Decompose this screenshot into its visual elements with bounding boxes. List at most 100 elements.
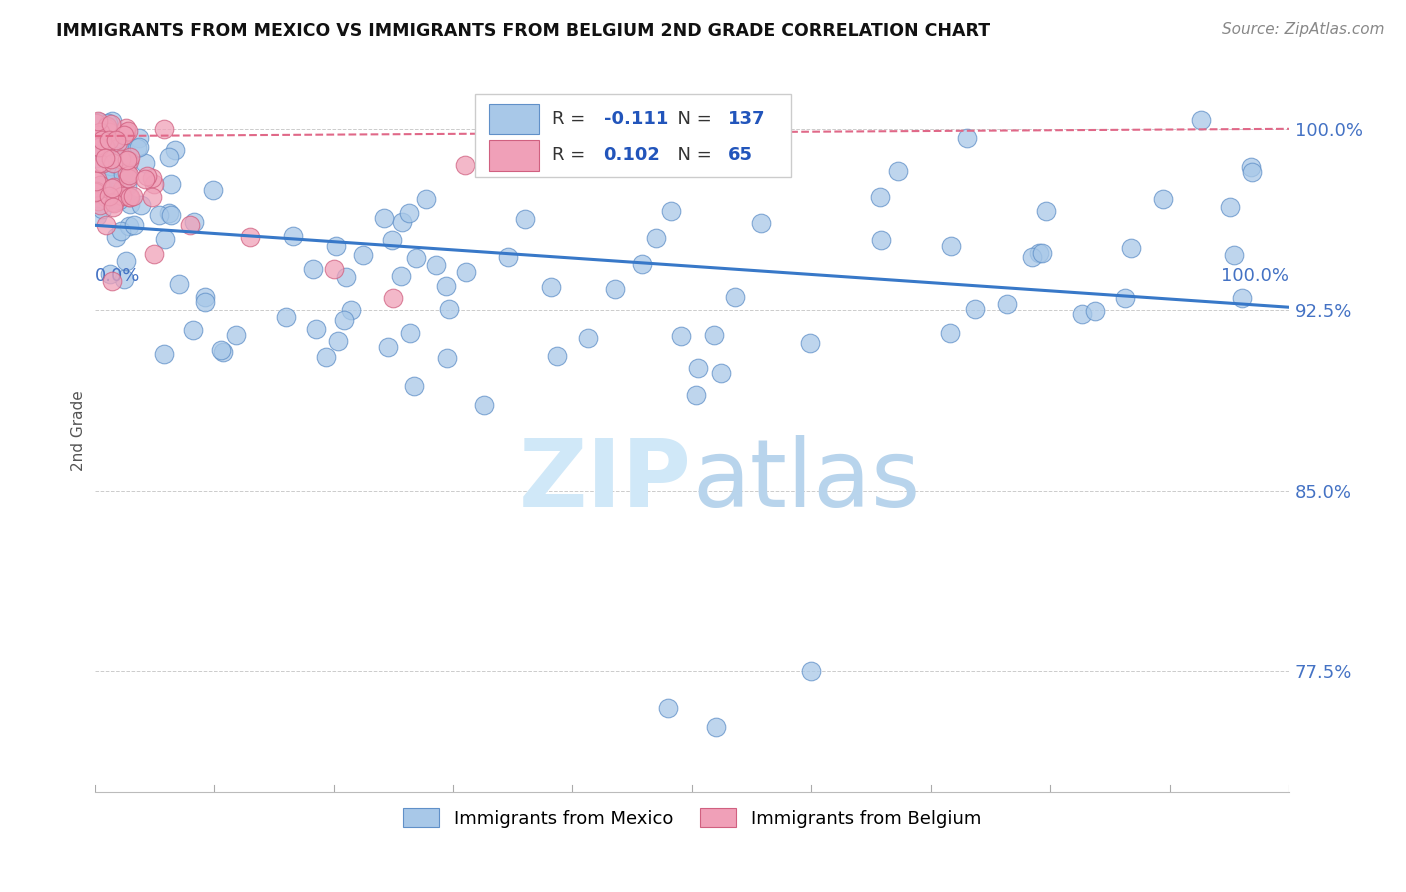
Point <box>107 135 129 149</box>
Point <box>100 267 122 281</box>
Point <box>93 186 115 200</box>
Point <box>100 152 122 166</box>
Point <box>340 303 363 318</box>
Point <box>1219 200 1241 214</box>
Point <box>98 193 121 207</box>
Point <box>302 262 325 277</box>
Point <box>749 216 772 230</box>
Point <box>84 180 107 194</box>
Point <box>141 189 163 203</box>
Point <box>405 252 427 266</box>
Point <box>112 180 135 194</box>
Text: Source: ZipAtlas.com: Source: ZipAtlas.com <box>1222 22 1385 37</box>
Point <box>325 238 347 252</box>
Point <box>1119 241 1142 255</box>
Point <box>143 247 166 261</box>
Point <box>800 665 823 679</box>
Point <box>700 153 723 168</box>
Point <box>332 313 354 327</box>
Point <box>100 117 122 131</box>
Point <box>995 297 1018 311</box>
Point <box>515 211 537 226</box>
Point <box>101 114 124 128</box>
Text: 137: 137 <box>728 110 765 128</box>
Point <box>101 155 124 169</box>
Point <box>160 208 183 222</box>
Text: -0.111: -0.111 <box>603 110 668 128</box>
Point <box>117 124 139 138</box>
Point <box>128 140 150 154</box>
Text: 100.0%: 100.0% <box>1222 268 1289 285</box>
Point <box>456 265 478 279</box>
Point <box>377 340 399 354</box>
Point <box>86 138 108 153</box>
Point <box>425 258 447 272</box>
Point <box>97 133 120 147</box>
Point <box>101 274 124 288</box>
Point <box>89 125 111 139</box>
Point <box>454 158 477 172</box>
Point <box>179 219 201 233</box>
Point <box>110 224 132 238</box>
Point <box>153 347 176 361</box>
Point <box>1240 164 1263 178</box>
Point <box>97 189 120 203</box>
Point <box>183 214 205 228</box>
Point <box>111 181 134 195</box>
Text: 0.102: 0.102 <box>603 146 661 164</box>
Point <box>887 164 910 178</box>
Point <box>89 115 111 129</box>
Point <box>657 700 679 714</box>
Text: R =: R = <box>553 146 591 164</box>
Point <box>202 183 225 197</box>
Point <box>84 174 107 188</box>
Point <box>97 116 120 130</box>
Point <box>94 152 117 166</box>
Point <box>939 326 962 340</box>
Point <box>115 121 138 136</box>
Point <box>94 218 117 232</box>
Point <box>546 349 568 363</box>
Point <box>101 187 124 202</box>
Point <box>100 128 122 142</box>
Text: ZIP: ZIP <box>519 435 692 527</box>
Point <box>436 351 458 366</box>
Point <box>163 144 186 158</box>
Point <box>110 161 132 176</box>
Point <box>96 120 118 134</box>
Point <box>87 128 110 143</box>
Point <box>120 150 142 164</box>
Point <box>225 328 247 343</box>
Point <box>1152 192 1174 206</box>
Point <box>103 180 125 194</box>
Point <box>87 114 110 128</box>
Point <box>1031 245 1053 260</box>
Text: 0.0%: 0.0% <box>94 268 141 285</box>
Point <box>122 219 145 233</box>
Point <box>112 128 135 143</box>
Point <box>630 257 652 271</box>
Point <box>110 152 132 166</box>
Text: IMMIGRANTS FROM MEXICO VS IMMIGRANTS FROM BELGIUM 2ND GRADE CORRELATION CHART: IMMIGRANTS FROM MEXICO VS IMMIGRANTS FRO… <box>56 22 990 40</box>
Point <box>89 178 111 192</box>
Point <box>105 230 128 244</box>
Point <box>148 208 170 222</box>
Text: 65: 65 <box>728 146 752 164</box>
Point <box>97 173 120 187</box>
Point <box>159 178 181 192</box>
Point <box>94 139 117 153</box>
Legend: Immigrants from Mexico, Immigrants from Belgium: Immigrants from Mexico, Immigrants from … <box>395 801 988 835</box>
Point <box>399 326 422 340</box>
Point <box>90 202 112 216</box>
Point <box>941 238 963 252</box>
Point <box>87 194 110 209</box>
Point <box>118 197 141 211</box>
Point <box>155 232 177 246</box>
Point <box>136 169 159 184</box>
Point <box>97 144 120 158</box>
Point <box>434 278 457 293</box>
Point <box>645 231 668 245</box>
Point <box>115 124 138 138</box>
Point <box>659 203 682 218</box>
Point <box>181 323 204 337</box>
